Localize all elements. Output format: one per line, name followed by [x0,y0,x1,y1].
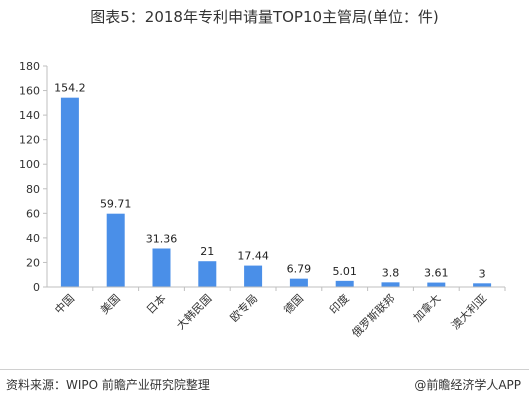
bar-value-label: 31.36 [146,232,178,245]
x-category-label: 日本 [143,291,168,316]
bar-value-label: 59.71 [100,198,132,211]
bars [60,97,492,287]
y-tick-label: 160 [19,85,40,98]
y-axis: 0 20 40 60 80 100 120 140 160 180 [19,60,48,294]
bar [381,282,400,287]
y-tick-label: 120 [19,134,40,147]
x-category-label: 德国 [281,291,306,316]
bar [473,283,492,287]
bar [60,97,79,287]
chart-title: 图表5：2018年专利申请量TOP10主管局(单位：件) [90,8,439,26]
bar [106,213,125,287]
bar [152,248,171,287]
bar-value-label: 17.44 [237,250,269,263]
y-tick-label: 0 [33,281,40,294]
x-category-label: 美国 [98,292,123,317]
x-category-label: 澳大利亚 [448,291,489,332]
y-tick-label: 100 [19,158,40,171]
source-note: 资料来源：WIPO 前瞻产业研究院整理 [6,378,210,392]
bar-value-label: 21 [200,245,214,258]
x-category-label: 欧专局 [227,291,260,324]
bar-value-label: 3 [479,267,486,280]
y-tick-label: 140 [19,109,40,122]
y-tick-label: 60 [26,207,40,220]
y-tick-label: 20 [26,256,40,269]
bar [244,265,263,287]
y-tick-label: 180 [19,60,40,73]
footer-divider [0,369,529,370]
x-category-label: 中国 [52,292,77,317]
brand-credit: @前瞻经济学人APP [414,378,521,392]
x-category-label: 印度 [326,291,351,316]
bar-value-label: 3.8 [382,266,400,279]
y-tick-label: 80 [26,183,40,196]
bar-value-label: 6.79 [287,263,312,276]
x-category-label: 大韩民国 [173,291,214,332]
bar [198,261,217,287]
bar [335,280,354,287]
y-tick-label: 40 [26,232,40,245]
bar-value-label: 5.01 [332,265,357,278]
bar-value-label: 3.61 [424,267,449,280]
bar [427,282,446,287]
bar-value-label: 154.2 [54,82,86,95]
x-category-label: 加拿大 [410,291,443,324]
bar-chart: 0 20 40 60 80 100 120 140 160 180 154.2 59.71 31.36… [19,60,506,340]
data-labels: 154.2 59.71 31.36 21 17.44 6.79 5.01 3.8 3.61 3 [54,82,485,281]
bar [289,278,308,287]
x-category-label: 俄罗斯联邦 [350,292,398,340]
